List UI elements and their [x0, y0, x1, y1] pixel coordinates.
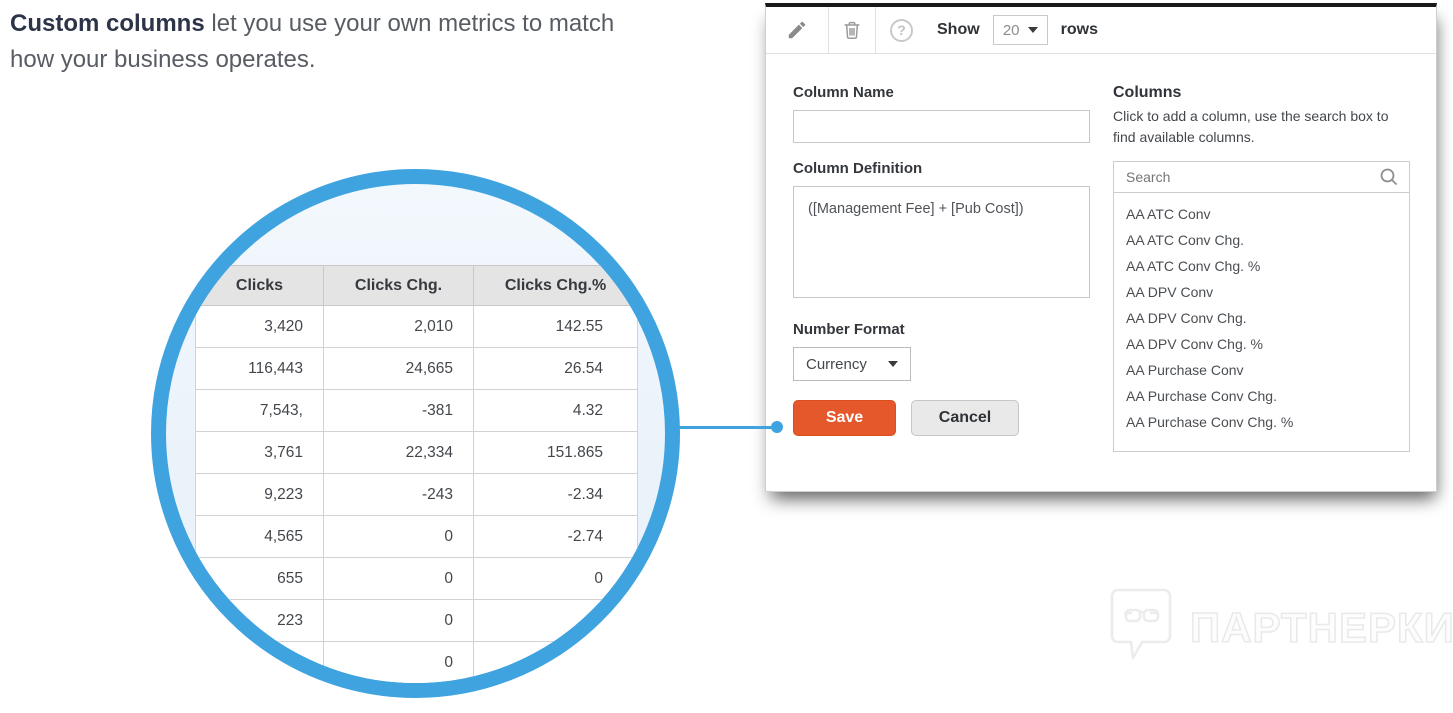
save-button[interactable]: Save: [793, 400, 896, 436]
col-header-clicks: Clicks: [195, 265, 324, 306]
column-name-label: Column Name: [793, 84, 894, 101]
search-icon: [1380, 168, 1398, 186]
columns-title: Columns: [1113, 84, 1182, 101]
column-list-item[interactable]: AA Purchase Conv Chg. %: [1126, 414, 1294, 430]
columns-search-input[interactable]: [1124, 168, 1379, 186]
help-glyph: ?: [897, 22, 906, 38]
column-list-item[interactable]: AA Purchase Conv Chg.: [1126, 388, 1277, 404]
help-icon[interactable]: ?: [890, 18, 913, 42]
table-row: 4,565 0 -2.74: [195, 515, 638, 558]
toolbar-divider: [875, 7, 876, 53]
cell-clicks-chg-pct: 26.54: [473, 347, 638, 390]
watermark-text: ПАРТНЕРКИН: [1189, 603, 1453, 652]
rows-count-value: 20: [1002, 21, 1020, 39]
edit-button[interactable]: [766, 7, 828, 53]
cell-clicks: 655: [195, 557, 324, 600]
columns-search-box: [1113, 161, 1410, 193]
metrics-table: Clicks Clicks Chg. Clicks Chg.% 3,420 2,…: [195, 265, 638, 683]
cell-clicks-chg-pct: [473, 641, 638, 683]
cell-clicks: 9,223: [195, 473, 324, 516]
cell-clicks: [195, 641, 324, 683]
connector-line: [678, 426, 774, 429]
cell-clicks: 4,565: [195, 515, 324, 558]
cell-clicks-chg: -381: [323, 389, 474, 432]
column-definition-label: Column Definition: [793, 160, 923, 177]
table-row: 7,543, -381 4.32: [195, 389, 638, 432]
cell-clicks-chg-pct: 142.55: [473, 305, 638, 348]
column-list-item[interactable]: AA ATC Conv Chg. %: [1126, 258, 1261, 274]
cell-clicks: 3,761: [195, 431, 324, 474]
chevron-down-icon: [1027, 27, 1038, 33]
table-row: 223 0 0: [195, 599, 638, 642]
column-form: Column Name Column Definition ([Manageme…: [793, 84, 1090, 436]
cell-clicks-chg: 0: [323, 515, 474, 558]
dialog-toolbar: ? Show 20 rows: [766, 7, 1436, 54]
col-header-clicks-chg-pct: Clicks Chg.%: [473, 265, 638, 306]
cell-clicks-chg: 24,665: [323, 347, 474, 390]
table-row: 0: [195, 641, 638, 683]
column-list-item[interactable]: AA ATC Conv: [1126, 206, 1211, 222]
number-format-label: Number Format: [793, 321, 905, 338]
cell-clicks-chg-pct: 4.32: [473, 389, 638, 432]
cell-clicks: 3,420: [195, 305, 324, 348]
column-list-item[interactable]: AA DPV Conv: [1126, 284, 1214, 300]
table-row: 3,761 22,334 151.865: [195, 431, 638, 474]
magnifier-circle: Clicks Clicks Chg. Clicks Chg.% 3,420 2,…: [151, 169, 680, 698]
cell-clicks-chg-pct: 0: [473, 599, 638, 642]
col-header-clicks-chg: Clicks Chg.: [323, 265, 474, 306]
pencil-icon: [788, 21, 806, 39]
number-format-select[interactable]: Currency: [793, 347, 911, 381]
intro-title: Custom columns: [10, 10, 205, 37]
cell-clicks-chg: 0: [323, 557, 474, 600]
cell-clicks: 223: [195, 599, 324, 642]
rows-label: rows: [1060, 21, 1099, 38]
table-header-row: Clicks Clicks Chg. Clicks Chg.%: [195, 265, 638, 306]
cell-clicks-chg: 0: [323, 599, 474, 642]
cell-clicks: 7,543,: [195, 389, 324, 432]
column-list-item[interactable]: AA ATC Conv Chg.: [1126, 232, 1245, 248]
columns-panel: Columns Click to add a column, use the s…: [1113, 84, 1410, 452]
cell-clicks-chg-pct: -2.34: [473, 473, 638, 516]
chevron-down-icon: [888, 361, 898, 367]
watermark-logo-icon: [1110, 588, 1172, 660]
table-row: 9,223 -243 -2.34: [195, 473, 638, 516]
number-format-value: Currency: [806, 355, 867, 373]
delete-button[interactable]: [829, 7, 875, 53]
watermark: ПАРТНЕРКИН: [1106, 586, 1453, 670]
cell-clicks-chg: 2,010: [323, 305, 474, 348]
table-row: 655 0 0: [195, 557, 638, 600]
cancel-button[interactable]: Cancel: [911, 400, 1019, 436]
intro-text: Custom columns let you use your own metr…: [10, 6, 630, 78]
custom-column-dialog: ? Show 20 rows Column Name Column Defini…: [765, 3, 1437, 492]
rows-count-select[interactable]: 20: [992, 15, 1048, 45]
cell-clicks-chg-pct: 151.865: [473, 431, 638, 474]
cell-clicks-chg-pct: -2.74: [473, 515, 638, 558]
column-list-item[interactable]: AA DPV Conv Chg. %: [1126, 336, 1263, 352]
cell-clicks-chg: -243: [323, 473, 474, 516]
button-row: Save Cancel: [793, 400, 1090, 436]
table-row: 116,443 24,665 26.54: [195, 347, 638, 390]
cell-clicks-chg-pct: 0: [473, 557, 638, 600]
column-name-input[interactable]: [793, 110, 1090, 143]
intro-subtitle: let you use your own metrics to match ho…: [10, 10, 615, 73]
trash-icon: [844, 21, 860, 39]
cell-clicks-chg: 0: [323, 641, 474, 683]
show-label: Show: [937, 21, 980, 38]
column-definition-textarea[interactable]: ([Management Fee] + [Pub Cost]): [793, 186, 1090, 298]
cell-clicks-chg: 22,334: [323, 431, 474, 474]
columns-description: Click to add a column, use the search bo…: [1113, 108, 1389, 145]
cell-clicks: 116,443: [195, 347, 324, 390]
columns-list: AA ATC Conv AA ATC Conv Chg. AA ATC Conv…: [1113, 193, 1410, 452]
column-list-item[interactable]: AA Purchase Conv: [1126, 362, 1244, 378]
table-body: 3,420 2,010 142.55 116,443 24,665 26.54 …: [195, 305, 638, 683]
connector-dot: [771, 421, 783, 433]
table-row: 3,420 2,010 142.55: [195, 305, 638, 348]
toolbar-divider: [828, 7, 829, 53]
column-list-item[interactable]: AA DPV Conv Chg.: [1126, 310, 1247, 326]
